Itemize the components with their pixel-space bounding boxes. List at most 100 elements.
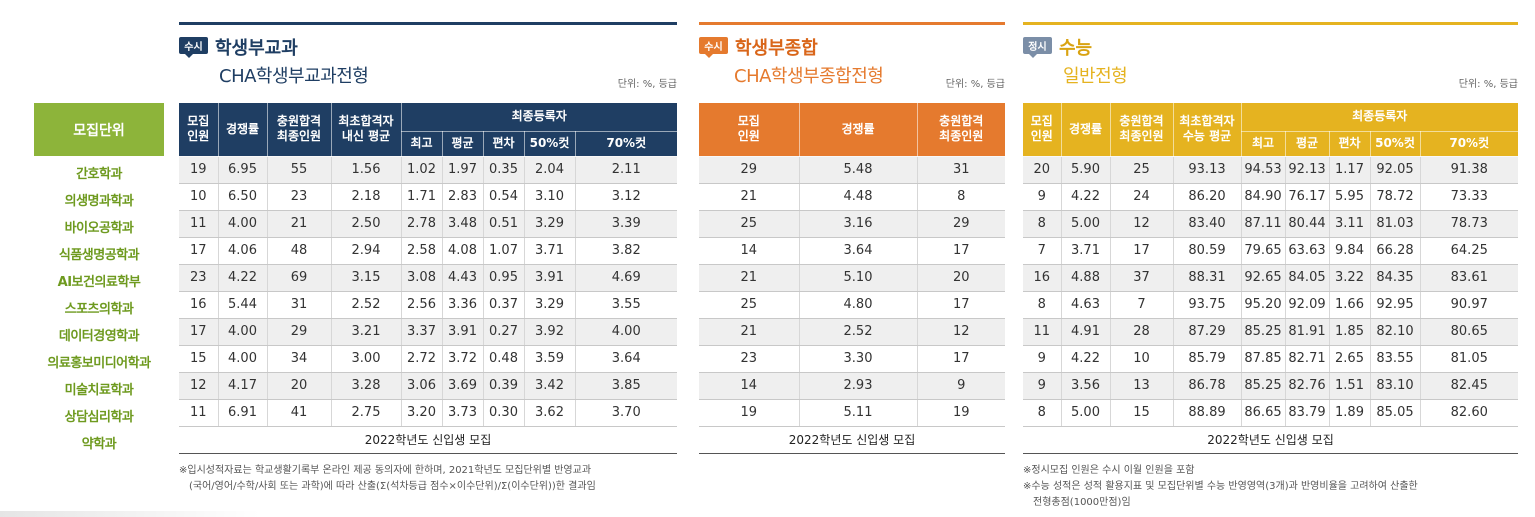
table-cell: 2.50 — [331, 210, 402, 238]
table-cell: 21 — [699, 183, 800, 211]
table-cell: 83.40 — [1173, 210, 1242, 238]
table-cell: 2.58 — [401, 237, 443, 265]
unit-item: 간호학과 — [76, 167, 122, 182]
table-cell: 82.60 — [1420, 399, 1518, 427]
table-cell: 92.05 — [1370, 156, 1421, 184]
unit-list: 간호학과 의생명과학과 바이오공학과 식품생명공학과 AI보건의료학부 스포츠의학과 데이터… — [34, 159, 164, 456]
table-cell: 1.56 — [331, 156, 402, 184]
table-row: 7 3.71 17 80.59 79.65 63.63 9.84 66.28 64.25 — [1023, 237, 1518, 265]
table-cell: 12 — [917, 318, 1005, 346]
table-cell: 21 — [699, 318, 800, 346]
table-row: 11 4.91 28 87.29 85.25 81.91 1.85 82.10 80.65 — [1023, 318, 1518, 346]
table-cell: 20 — [1023, 156, 1062, 184]
table-cell: 3.72 — [442, 345, 484, 373]
table-cell: 82.71 — [1285, 345, 1330, 373]
table-cell: 2.94 — [331, 237, 402, 265]
table-cell: 3.39 — [575, 210, 677, 238]
table-cell: 91.38 — [1420, 156, 1518, 184]
table-cell: 2.78 — [401, 210, 443, 238]
table-cell: 5.90 — [1061, 156, 1111, 184]
table-cell: 3.71 — [1061, 237, 1111, 265]
table-cell: 3.37 — [401, 318, 443, 346]
category-badge: 수시 — [699, 37, 728, 58]
table-cell: 16 — [1023, 264, 1062, 292]
table-cell: 92.65 — [1241, 264, 1286, 292]
table-cell: 14 — [699, 372, 800, 400]
table-cell: 63.63 — [1285, 237, 1330, 265]
table-cell: 0.37 — [483, 291, 525, 319]
table-cell: 4.00 — [218, 318, 268, 346]
table-cell: 4.22 — [1061, 183, 1111, 211]
header-max: 최고 — [1241, 131, 1286, 157]
table-cell: 2.52 — [799, 318, 918, 346]
table-cell: 5.10 — [799, 264, 918, 292]
table-row: 23 3.30 17 — [699, 345, 1005, 373]
table-cell: 84.90 — [1241, 183, 1286, 211]
header-dev: 편차 — [483, 131, 525, 157]
table-cell: 12 — [179, 372, 219, 400]
table-cell: 17 — [917, 345, 1005, 373]
unit-item: 미술치료학과 — [64, 383, 134, 398]
footnote-line: 전형총점(1000만점)임 — [1033, 497, 1131, 508]
table-cell: 8 — [1023, 210, 1062, 238]
table-cell: 10 — [179, 183, 219, 211]
header-final-registrant: 최종등록자 — [401, 103, 677, 132]
category-badge: 수시 — [179, 37, 208, 58]
table-cell: 17 — [917, 237, 1005, 265]
header-dev: 편차 — [1329, 131, 1371, 157]
table-cell: 1.02 — [401, 156, 443, 184]
header-first-pass: 최초합격자 내신 평균 — [331, 103, 402, 157]
table-footer: 2022학년도 신입생 모집 — [1023, 426, 1518, 454]
table-cell: 19 — [179, 156, 219, 184]
table-cell: 2.18 — [331, 183, 402, 211]
table-cell: 83.79 — [1285, 399, 1330, 427]
table-cell: 92.09 — [1285, 291, 1330, 319]
table-cell: 4.48 — [799, 183, 918, 211]
table-cell: 25 — [699, 210, 800, 238]
table-cell: 73.33 — [1420, 183, 1518, 211]
header-recruit: 모집 인원 — [699, 103, 800, 157]
table-cell: 3.12 — [575, 183, 677, 211]
table-cell: 3.20 — [401, 399, 443, 427]
table-row: 9 4.22 10 85.79 87.85 82.71 2.65 83.55 81.05 — [1023, 345, 1518, 373]
table-cell: 3.91 — [442, 318, 484, 346]
table-cell: 6.50 — [218, 183, 268, 211]
table-cell: 94.53 — [1241, 156, 1286, 184]
table-cell: 12 — [1110, 210, 1174, 238]
unit-item: AI보건의료학부 — [57, 275, 141, 290]
table-row: 16 5.44 31 2.52 2.56 3.36 0.37 3.29 3.55 — [179, 291, 677, 319]
table-cell: 4.06 — [218, 237, 268, 265]
table-cell: 2.11 — [575, 156, 677, 184]
table-cell: 3.85 — [575, 372, 677, 400]
table-row: 19 6.95 55 1.56 1.02 1.97 0.35 2.04 2.11 — [179, 156, 677, 184]
table-cell: 11 — [179, 210, 219, 238]
table-row: 19 5.11 19 — [699, 399, 1005, 427]
table-cell: 3.06 — [401, 372, 443, 400]
table-row: 9 3.56 13 86.78 85.25 82.76 1.51 83.10 82.45 — [1023, 372, 1518, 400]
table-row: 14 2.93 9 — [699, 372, 1005, 400]
table-row: 17 4.00 29 3.21 3.37 3.91 0.27 3.92 4.00 — [179, 318, 677, 346]
table-cell: 6.95 — [218, 156, 268, 184]
table-row: 21 2.52 12 — [699, 318, 1005, 346]
section-top-line — [1023, 22, 1518, 25]
table-cell: 9 — [917, 372, 1005, 400]
table-cell: 3.82 — [575, 237, 677, 265]
unit-note: 단위: %, 등급 — [945, 79, 1005, 90]
table-cell: 79.65 — [1241, 237, 1286, 265]
table-row: 11 6.91 41 2.75 3.20 3.73 0.30 3.62 3.70 — [179, 399, 677, 427]
table-cell: 3.29 — [524, 210, 576, 238]
table-cell: 3.10 — [524, 183, 576, 211]
table-cell: 3.73 — [442, 399, 484, 427]
table-cell: 83.10 — [1370, 372, 1421, 400]
table-cell: 3.22 — [1329, 264, 1371, 292]
table-cell: 83.61 — [1420, 264, 1518, 292]
table-cell: 3.21 — [331, 318, 402, 346]
table-cell: 76.17 — [1285, 183, 1330, 211]
results-table: 모집 인원 경쟁률 충원합격 최종인원 최초합격자 수능 평균 최종등록자 최고 평균… — [1023, 103, 1518, 454]
table-cell: 16 — [179, 291, 219, 319]
table-row: 15 4.00 34 3.00 2.72 3.72 0.48 3.59 3.64 — [179, 345, 677, 373]
table-cell: 1.97 — [442, 156, 484, 184]
table-cell: 3.30 — [799, 345, 918, 373]
table-cell: 15 — [179, 345, 219, 373]
table-cell: 15 — [1110, 399, 1174, 427]
